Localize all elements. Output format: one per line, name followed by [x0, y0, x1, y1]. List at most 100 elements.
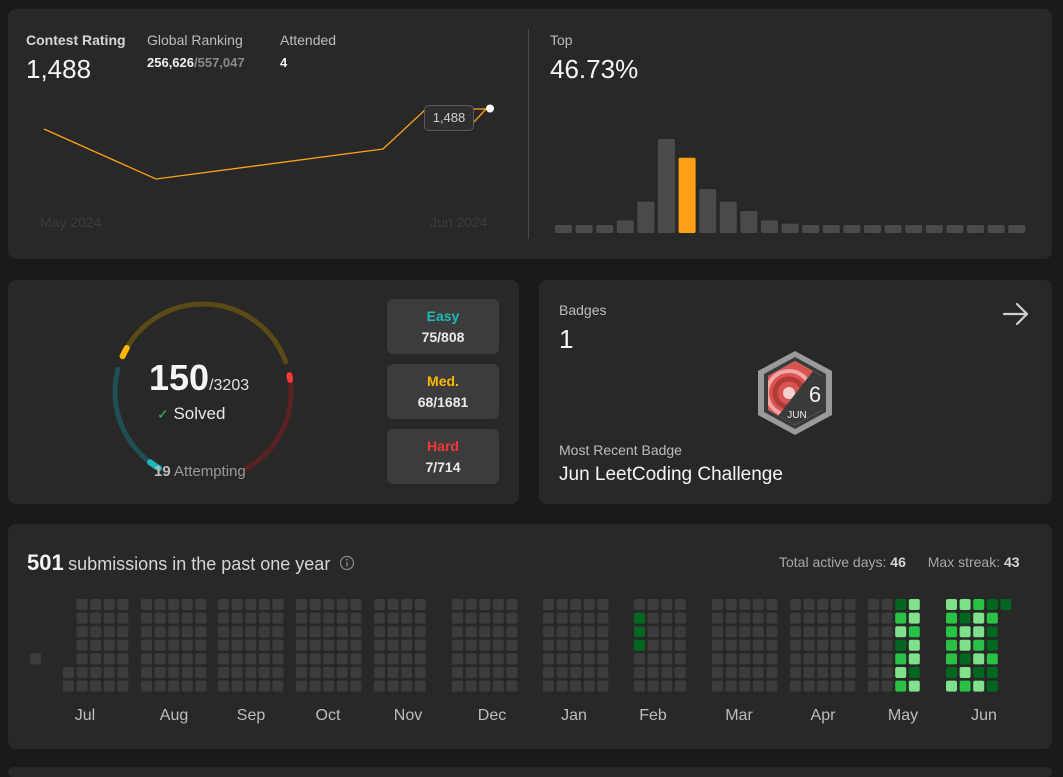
heatmap-day-cell[interactable]: [296, 599, 307, 610]
heatmap-day-cell[interactable]: [556, 667, 568, 678]
heatmap-day-cell[interactable]: [309, 599, 321, 610]
distribution-bar[interactable]: [802, 225, 820, 233]
heatmap-day-cell[interactable]: [479, 639, 491, 651]
heatmap-day-cell[interactable]: [946, 653, 957, 665]
heatmap-day-cell[interactable]: [946, 639, 957, 651]
heatmap-day-cell[interactable]: [895, 639, 907, 651]
heatmap-day-cell[interactable]: [387, 680, 399, 692]
heatmap-day-cell[interactable]: [336, 612, 348, 624]
heatmap-day-cell[interactable]: [231, 626, 243, 638]
heatmap-day-cell[interactable]: [452, 626, 463, 638]
heatmap-day-cell[interactable]: [868, 680, 879, 692]
difficulty-medium[interactable]: Med. 68/1681: [387, 364, 499, 419]
heatmap-day-cell[interactable]: [245, 680, 257, 692]
heatmap-day-cell[interactable]: [117, 626, 129, 638]
heatmap-day-cell[interactable]: [647, 626, 659, 638]
heatmap-day-cell[interactable]: [766, 680, 778, 692]
heatmap-day-cell[interactable]: [258, 680, 270, 692]
heatmap-day-cell[interactable]: [452, 680, 463, 692]
heatmap-day-cell[interactable]: [231, 612, 243, 624]
heatmap-day-cell[interactable]: [465, 639, 477, 651]
heatmap-day-cell[interactable]: [570, 653, 582, 665]
heatmap-day-cell[interactable]: [90, 667, 102, 678]
heatmap-day-cell[interactable]: [218, 680, 229, 692]
heatmap-day-cell[interactable]: [465, 626, 477, 638]
heatmap-day-cell[interactable]: [245, 639, 257, 651]
heatmap-day-cell[interactable]: [181, 612, 193, 624]
heatmap-day-cell[interactable]: [881, 680, 893, 692]
heatmap-day-cell[interactable]: [154, 612, 166, 624]
heatmap-day-cell[interactable]: [844, 639, 856, 651]
heatmap-day-cell[interactable]: [465, 680, 477, 692]
heatmap-day-cell[interactable]: [959, 626, 971, 638]
distribution-bar[interactable]: [822, 225, 840, 233]
heatmap-day-cell[interactable]: [583, 653, 595, 665]
heatmap-day-cell[interactable]: [817, 599, 829, 610]
heatmap-day-cell[interactable]: [414, 653, 426, 665]
heatmap-day-cell[interactable]: [986, 599, 998, 610]
heatmap-day-cell[interactable]: [323, 612, 335, 624]
heatmap-day-cell[interactable]: [597, 599, 609, 610]
heatmap-day-cell[interactable]: [350, 639, 362, 651]
heatmap-day-cell[interactable]: [258, 599, 270, 610]
heatmap-day-cell[interactable]: [817, 667, 829, 678]
heatmap-day-cell[interactable]: [895, 680, 907, 692]
heatmap-day-cell[interactable]: [712, 680, 723, 692]
heatmap-day-cell[interactable]: [141, 599, 152, 610]
heatmap-day-cell[interactable]: [790, 667, 801, 678]
heatmap-day-cell[interactable]: [817, 680, 829, 692]
heatmap-day-cell[interactable]: [556, 680, 568, 692]
heatmap-day-cell[interactable]: [661, 599, 673, 610]
heatmap-day-cell[interactable]: [674, 653, 686, 665]
heatmap-day-cell[interactable]: [543, 680, 554, 692]
heatmap-day-cell[interactable]: [959, 639, 971, 651]
heatmap-day-cell[interactable]: [583, 626, 595, 638]
heatmap-day-cell[interactable]: [790, 653, 801, 665]
heatmap-day-cell[interactable]: [387, 639, 399, 651]
distribution-bar[interactable]: [699, 189, 717, 233]
heatmap-day-cell[interactable]: [181, 680, 193, 692]
heatmap-day-cell[interactable]: [634, 680, 645, 692]
heatmap-day-cell[interactable]: [492, 680, 504, 692]
heatmap-day-cell[interactable]: [387, 667, 399, 678]
heatmap-day-cell[interactable]: [103, 626, 115, 638]
heatmap-day-cell[interactable]: [766, 653, 778, 665]
heatmap-day-cell[interactable]: [739, 653, 751, 665]
heatmap-day-cell[interactable]: [570, 667, 582, 678]
heatmap-day-cell[interactable]: [309, 626, 321, 638]
heatmap-day-cell[interactable]: [739, 680, 751, 692]
heatmap-day-cell[interactable]: [231, 639, 243, 651]
heatmap-day-cell[interactable]: [597, 626, 609, 638]
heatmap-day-cell[interactable]: [103, 667, 115, 678]
heatmap-day-cell[interactable]: [492, 653, 504, 665]
heatmap-day-cell[interactable]: [973, 639, 985, 651]
distribution-bar[interactable]: [843, 225, 861, 233]
heatmap-day-cell[interactable]: [830, 639, 842, 651]
heatmap-day-cell[interactable]: [661, 667, 673, 678]
heatmap-day-cell[interactable]: [583, 612, 595, 624]
heatmap-day-cell[interactable]: [803, 680, 815, 692]
heatmap-day-cell[interactable]: [76, 599, 88, 610]
heatmap-day-cell[interactable]: [895, 653, 907, 665]
heatmap-day-cell[interactable]: [674, 667, 686, 678]
distribution-bar[interactable]: [946, 225, 964, 233]
heatmap-day-cell[interactable]: [506, 599, 518, 610]
heatmap-day-cell[interactable]: [583, 639, 595, 651]
heatmap-day-cell[interactable]: [790, 639, 801, 651]
heatmap-day-cell[interactable]: [946, 626, 957, 638]
heatmap-day-cell[interactable]: [661, 653, 673, 665]
heatmap-day-cell[interactable]: [817, 639, 829, 651]
heatmap-day-cell[interactable]: [803, 626, 815, 638]
heatmap-day-cell[interactable]: [336, 626, 348, 638]
heatmap-day-cell[interactable]: [803, 653, 815, 665]
heatmap-day-cell[interactable]: [959, 612, 971, 624]
heatmap-day-cell[interactable]: [350, 612, 362, 624]
heatmap-day-cell[interactable]: [387, 653, 399, 665]
heatmap-day-cell[interactable]: [336, 599, 348, 610]
heatmap-day-cell[interactable]: [452, 667, 463, 678]
heatmap-day-cell[interactable]: [76, 639, 88, 651]
heatmap-day-cell[interactable]: [712, 626, 723, 638]
heatmap-day-cell[interactable]: [959, 680, 971, 692]
heatmap-day-cell[interactable]: [674, 639, 686, 651]
difficulty-easy[interactable]: Easy 75/808: [387, 299, 499, 354]
